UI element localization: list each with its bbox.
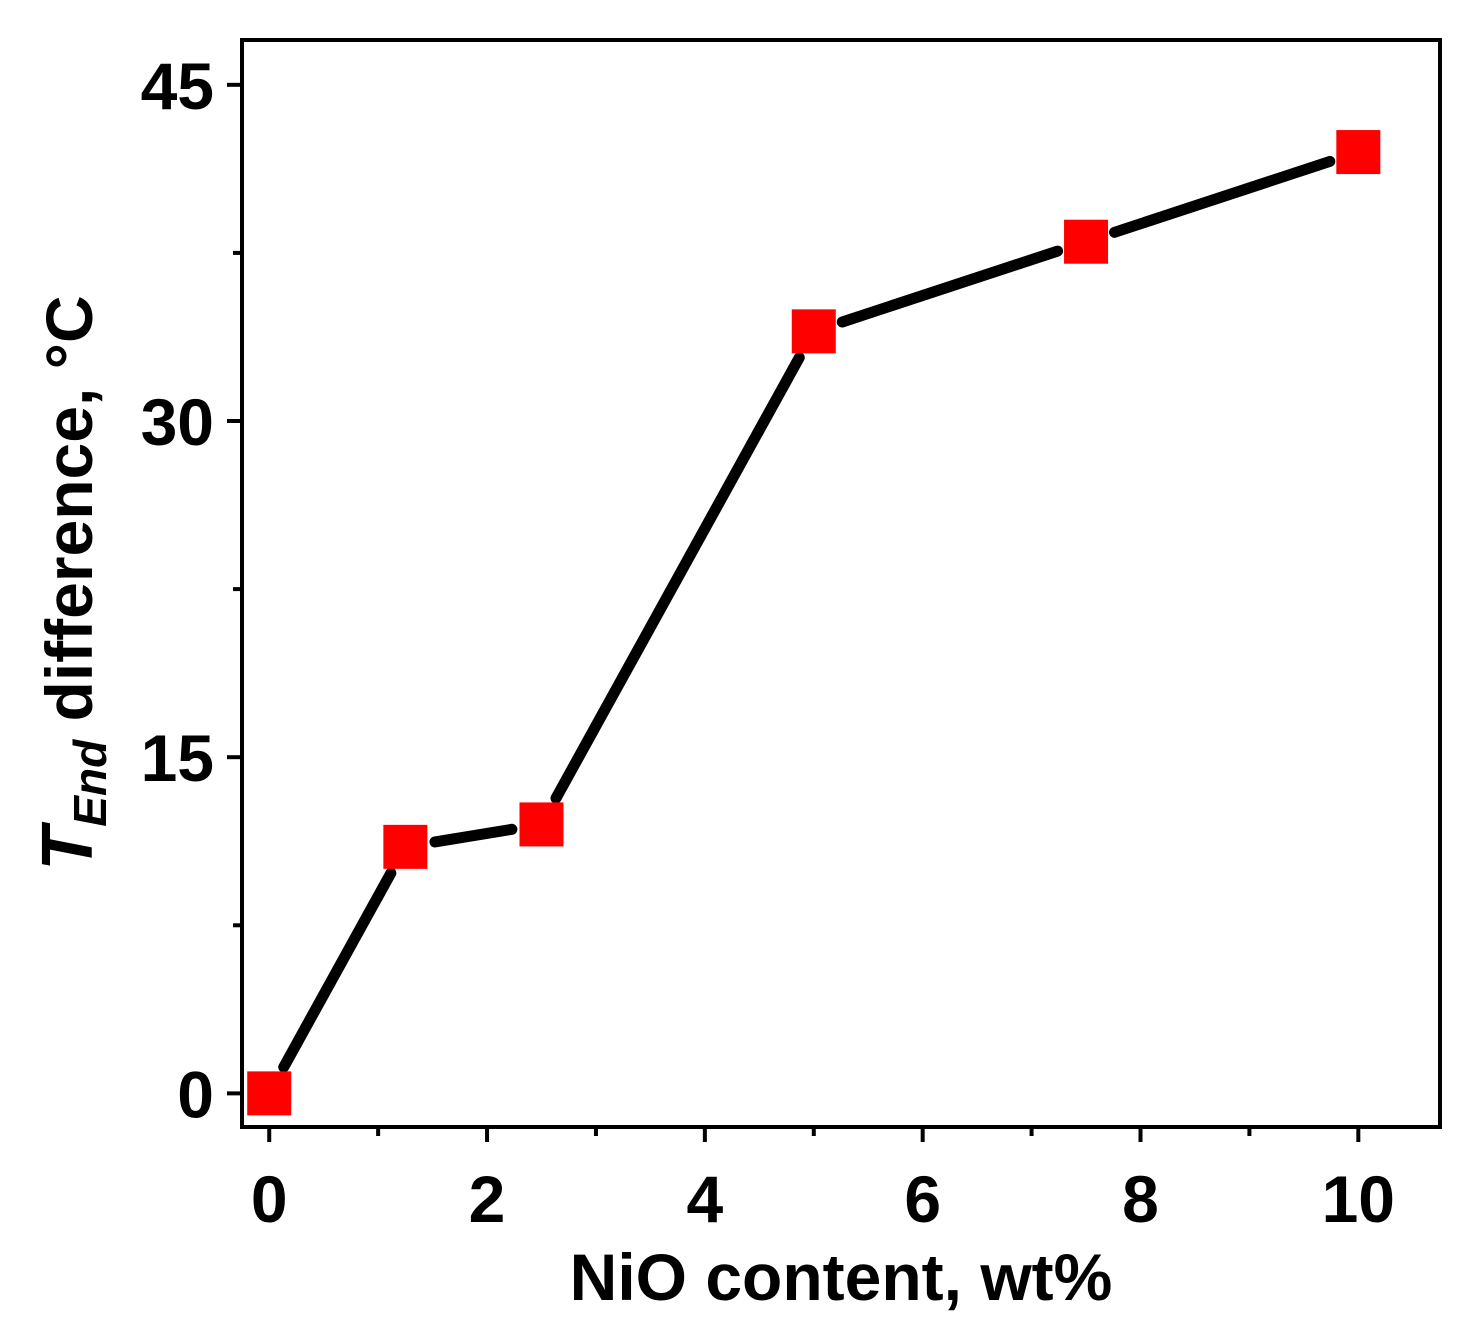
- data-point-marker: [383, 824, 428, 869]
- series-line-segment: [836, 245, 1064, 328]
- y-tick-label: 15: [141, 721, 214, 795]
- x-tick-label: 8: [1122, 1162, 1159, 1236]
- plot-frame: [240, 38, 1442, 1129]
- series-line-segment: [278, 867, 397, 1073]
- y-tick-label: 30: [141, 385, 214, 459]
- data-point-marker: [519, 802, 564, 847]
- y-axis-title-subscript: End: [64, 739, 116, 827]
- x-tick-label: 4: [687, 1162, 724, 1236]
- y-tick-label: 0: [177, 1057, 214, 1131]
- data-point-marker: [247, 1071, 292, 1116]
- plot-layer: [247, 130, 1381, 1116]
- series-line-segment: [550, 352, 805, 804]
- x-tick-label: 2: [469, 1162, 506, 1236]
- y-axis-title: TEnd difference, °C: [28, 295, 116, 870]
- series-line-segment: [429, 823, 518, 848]
- x-tick-label: 10: [1322, 1162, 1395, 1236]
- x-tick-label: 0: [251, 1162, 288, 1236]
- data-point-marker: [1064, 219, 1109, 264]
- ticks-layer: 0 2 4 6 8 10 0 15 30 45: [141, 49, 1395, 1236]
- y-tick-label: 45: [141, 49, 214, 123]
- x-tick-label: 6: [904, 1162, 941, 1236]
- y-axis-title-text: difference, °C: [32, 295, 106, 740]
- data-point-marker: [791, 309, 836, 354]
- x-axis-title: NiO content, wt%: [570, 1240, 1113, 1314]
- data-point-marker: [1336, 130, 1381, 175]
- y-axis-title-symbol: T: [28, 821, 108, 871]
- series-line-segment: [1109, 155, 1336, 238]
